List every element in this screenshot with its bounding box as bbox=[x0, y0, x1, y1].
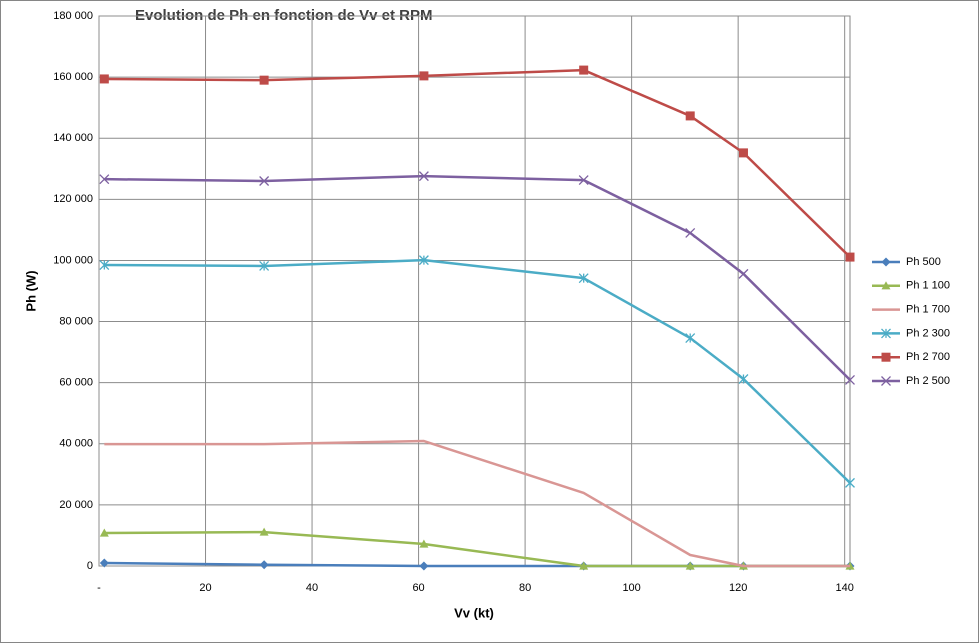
legend-label: Ph 500 bbox=[906, 256, 941, 268]
point bbox=[881, 352, 891, 362]
point bbox=[259, 260, 270, 271]
legend-label: Ph 1 100 bbox=[906, 280, 950, 292]
point bbox=[419, 71, 429, 81]
x-tick-label: - bbox=[97, 582, 101, 594]
x-tick-label: 120 bbox=[729, 582, 747, 594]
point bbox=[99, 528, 109, 537]
y-tick-label: 60 000 bbox=[59, 377, 93, 389]
point bbox=[578, 273, 589, 284]
point bbox=[99, 74, 109, 84]
point bbox=[99, 260, 110, 270]
point bbox=[259, 560, 269, 570]
y-tick-label: 100 000 bbox=[53, 254, 93, 266]
x-tick-label: 80 bbox=[519, 582, 531, 594]
x-tick-label: 100 bbox=[622, 582, 640, 594]
legend-label: Ph 2 700 bbox=[906, 351, 950, 363]
y-tick-label: 40 000 bbox=[59, 438, 93, 450]
legend-label: Ph 1 700 bbox=[906, 304, 950, 316]
y-tick-label: 140 000 bbox=[53, 132, 93, 144]
point bbox=[259, 176, 270, 186]
y-tick-label: 0 bbox=[87, 560, 93, 572]
point bbox=[99, 174, 110, 185]
point bbox=[418, 171, 429, 182]
point bbox=[685, 111, 695, 121]
point bbox=[419, 539, 429, 548]
y-tick-label: 120 000 bbox=[53, 193, 93, 205]
point bbox=[259, 527, 269, 536]
point bbox=[845, 252, 855, 262]
y-tick-label: 80 000 bbox=[59, 315, 93, 327]
point bbox=[685, 333, 696, 344]
point bbox=[738, 374, 749, 384]
x-axis-label: Vv (kt) bbox=[454, 605, 494, 620]
y-tick-label: 160 000 bbox=[53, 71, 93, 83]
point bbox=[578, 175, 589, 186]
point bbox=[418, 255, 429, 266]
point bbox=[845, 477, 855, 488]
point bbox=[845, 374, 855, 385]
point bbox=[738, 148, 748, 158]
y-tick-label: 180 000 bbox=[53, 10, 93, 22]
point bbox=[259, 75, 269, 85]
point bbox=[419, 561, 429, 571]
point bbox=[685, 227, 696, 238]
x-tick-label: 140 bbox=[835, 582, 853, 594]
y-tick-label: 20 000 bbox=[59, 499, 93, 511]
x-tick-label: 20 bbox=[199, 582, 211, 594]
y-axis-label: Ph (W) bbox=[23, 270, 38, 311]
point bbox=[881, 281, 891, 290]
x-tick-label: 40 bbox=[306, 582, 318, 594]
point bbox=[738, 268, 749, 279]
point bbox=[579, 65, 589, 75]
point bbox=[99, 558, 109, 568]
point bbox=[881, 257, 891, 267]
point bbox=[685, 561, 695, 570]
point bbox=[579, 561, 589, 570]
legend-label: Ph 2 500 bbox=[906, 375, 950, 387]
plot-area bbox=[98, 15, 851, 567]
point bbox=[881, 376, 891, 386]
x-tick-label: 60 bbox=[412, 582, 424, 594]
chart-title: Evolution de Ph en fonction de Vv et RPM bbox=[135, 7, 433, 24]
point bbox=[881, 328, 891, 339]
series-line bbox=[104, 439, 850, 568]
legend-label: Ph 2 300 bbox=[906, 327, 950, 339]
